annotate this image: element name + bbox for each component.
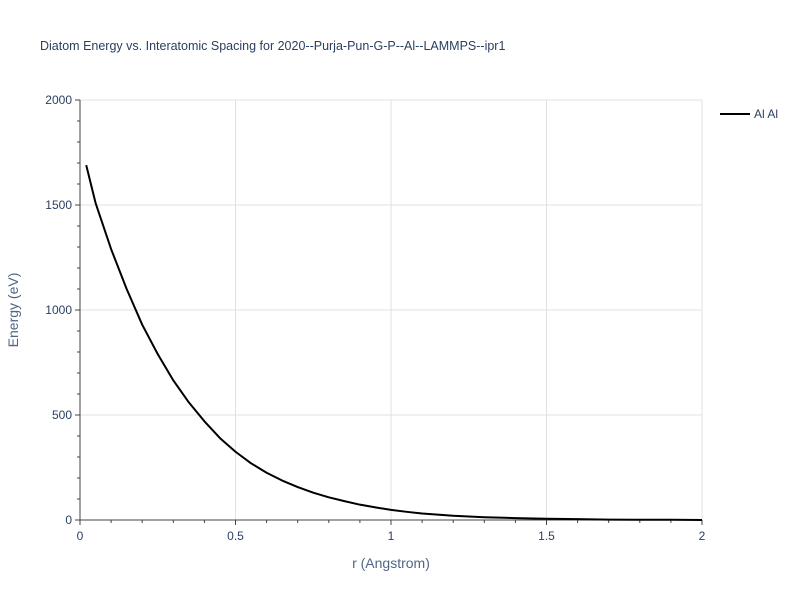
y-tick-label: 1500 [45,198,72,212]
x-tick-label: 1 [388,529,395,543]
x-tick-label: 0.5 [227,529,244,543]
legend-label[interactable]: Al Al [754,107,778,121]
series-layer [85,164,703,521]
legend[interactable]: Al Al [720,107,778,121]
y-tick-label: 500 [52,408,72,422]
y-tick-label: 2000 [45,93,72,107]
y-tick-label: 1000 [45,303,72,317]
series-line [85,164,703,521]
x-tick-label: 1.5 [538,529,555,543]
x-axis-title: r (Angstrom) [352,555,430,571]
y-tick-label: 0 [65,513,72,527]
tick-labels: 0 0.5 1 1.5 2 0 500 1000 1500 2000 [45,93,705,543]
chart-title: Diatom Energy vs. Interatomic Spacing fo… [40,39,505,53]
x-tick-label: 0 [77,529,84,543]
x-tick-label: 2 [699,529,706,543]
axes [75,99,703,525]
grid [80,99,703,520]
y-axis-title: Energy (eV) [5,273,21,348]
